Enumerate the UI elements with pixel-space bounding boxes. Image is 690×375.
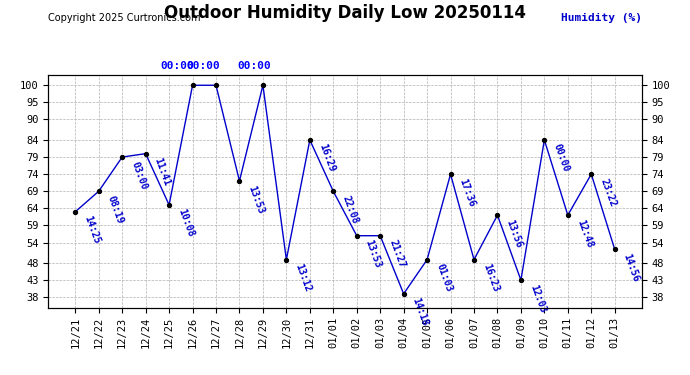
Point	[586, 171, 597, 177]
Text: 23:22: 23:22	[598, 177, 618, 208]
Point	[445, 171, 456, 177]
Text: 00:00: 00:00	[186, 61, 220, 71]
Text: 01:03: 01:03	[434, 262, 453, 293]
Text: 00:00: 00:00	[160, 61, 194, 71]
Point	[257, 82, 268, 88]
Text: 14:25: 14:25	[82, 214, 101, 246]
Text: 03:00: 03:00	[129, 160, 148, 191]
Text: 13:53: 13:53	[364, 238, 383, 270]
Point	[210, 82, 221, 88]
Text: 08:19: 08:19	[106, 194, 125, 225]
Text: 00:00: 00:00	[238, 61, 272, 71]
Text: 13:53: 13:53	[246, 184, 266, 215]
Text: 16:29: 16:29	[317, 143, 336, 174]
Point	[398, 291, 409, 297]
Text: 21:27: 21:27	[387, 238, 406, 270]
Text: 00:00: 00:00	[551, 143, 571, 174]
Point	[304, 137, 315, 143]
Text: 14:56: 14:56	[622, 252, 641, 283]
Point	[187, 82, 198, 88]
Text: 13:12: 13:12	[293, 262, 313, 293]
Point	[562, 212, 573, 218]
Point	[351, 233, 362, 239]
Text: 12:03: 12:03	[528, 283, 547, 314]
Point	[515, 277, 526, 283]
Text: 11:41: 11:41	[152, 156, 172, 188]
Point	[539, 137, 550, 143]
Point	[422, 256, 433, 262]
Text: 16:23: 16:23	[481, 262, 500, 293]
Text: 13:56: 13:56	[504, 218, 524, 249]
Point	[492, 212, 503, 218]
Text: 10:08: 10:08	[176, 208, 195, 239]
Point	[281, 256, 292, 262]
Text: 14:18: 14:18	[411, 297, 430, 328]
Point	[70, 209, 81, 215]
Point	[375, 233, 386, 239]
Point	[234, 178, 245, 184]
Text: 17:36: 17:36	[457, 177, 477, 208]
Text: Outdoor Humidity Daily Low 20250114: Outdoor Humidity Daily Low 20250114	[164, 4, 526, 22]
Point	[328, 188, 339, 194]
Text: Copyright 2025 Curtronics.com: Copyright 2025 Curtronics.com	[48, 13, 201, 23]
Point	[93, 188, 104, 194]
Point	[164, 202, 175, 208]
Point	[140, 151, 151, 157]
Text: 22:08: 22:08	[340, 194, 359, 225]
Text: 12:48: 12:48	[575, 218, 594, 249]
Point	[609, 246, 620, 252]
Point	[117, 154, 128, 160]
Text: Humidity (%): Humidity (%)	[561, 13, 642, 23]
Point	[469, 256, 480, 262]
